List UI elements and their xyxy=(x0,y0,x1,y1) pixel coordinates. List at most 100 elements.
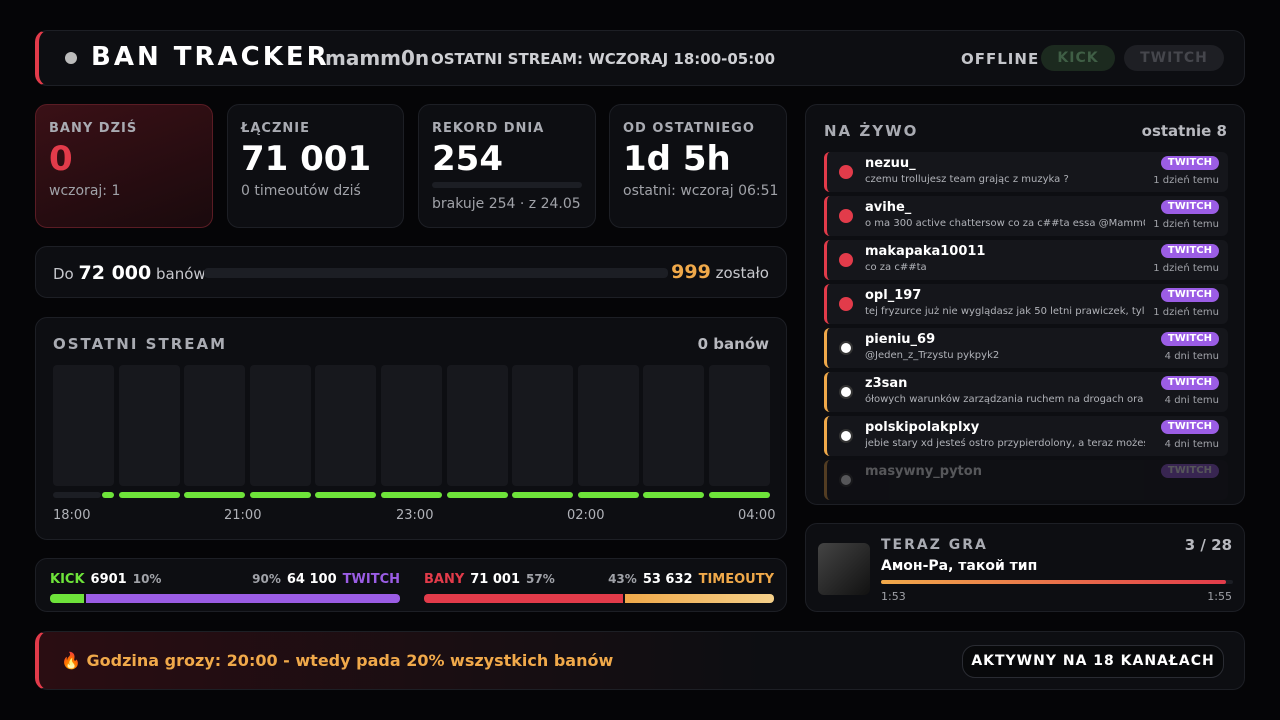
time-column xyxy=(643,365,705,486)
coverage xyxy=(118,492,180,498)
time-label: 23:00 xyxy=(396,508,434,523)
np-elapsed: 1:53 xyxy=(881,590,906,603)
time-column xyxy=(184,365,246,486)
live-title: NA ŻYWO xyxy=(824,122,919,140)
stat-value: 0 xyxy=(49,139,73,179)
split-bar xyxy=(624,594,774,603)
time-column xyxy=(512,365,574,486)
stat-card: ŁĄCZNIE 71 001 0 timeoutów dziś xyxy=(227,104,404,228)
footer-text: 🔥 Godzina grozy: 20:00 - wtedy pada 20% … xyxy=(61,651,614,670)
title: BAN TRACKER xyxy=(91,42,330,72)
split-count: 64 100 xyxy=(286,572,337,587)
feed-user: z3san xyxy=(865,376,908,391)
stat-label: ŁĄCZNIE xyxy=(241,121,310,136)
channel: mamm0n xyxy=(325,46,430,70)
feed-platform: TWITCH xyxy=(1160,244,1219,258)
feed-item[interactable]: z3san ółowych warunków zarządzania ruchem… xyxy=(824,372,1228,412)
feed-time: 1 dzień temu xyxy=(1153,263,1219,274)
feed-item[interactable]: masywny_pyton TWITCH xyxy=(824,460,1228,500)
split-bar xyxy=(86,594,400,603)
stat-value: 71 001 xyxy=(241,139,372,179)
feed-icon xyxy=(839,297,853,311)
split-bar xyxy=(424,594,623,603)
feed-platform: TWITCH xyxy=(1160,464,1219,478)
splits: KICK 6901 10% 90% 64 100 TWITCH BANY 71 001 57% 4… xyxy=(35,558,787,612)
goal-target: 72 000 xyxy=(78,262,152,284)
split-left: BANY 71 001 57% xyxy=(424,572,555,587)
split-row: KICK 6901 10% 90% 64 100 TWITCH xyxy=(50,572,400,604)
split-row: BANY 71 001 57% 43% 53 632 TIMEOUTY xyxy=(424,572,774,604)
np-position: 3 / 28 xyxy=(1184,536,1232,554)
feed-user: avihe_ xyxy=(865,200,912,215)
feed-icon xyxy=(839,341,853,355)
feed-message: @Jeden_z_Trzystu pykpyk2 xyxy=(865,350,1000,361)
split-name: TWITCH xyxy=(342,572,400,587)
time-column xyxy=(118,365,180,486)
feed-message: o ma 300 active chattersow co za c##ta e… xyxy=(865,218,1145,229)
split-left: KICK 6901 10% xyxy=(50,572,161,587)
coverage xyxy=(446,492,508,498)
split-name: BANY xyxy=(424,572,465,587)
stat-sub: wczoraj: 1 xyxy=(49,183,121,199)
goal-prefix: Do xyxy=(53,265,74,283)
feed-platform: TWITCH xyxy=(1160,288,1219,302)
feed-platform: TWITCH xyxy=(1160,376,1219,390)
record-track xyxy=(432,182,582,188)
time-label: 18:00 xyxy=(53,508,91,523)
stat-value: 1d 5h xyxy=(623,139,731,179)
stat-value: 254 xyxy=(432,139,503,179)
feed-time: 4 dni temu xyxy=(1164,395,1219,406)
stat-sub: brakuje 254 · z 24.05 xyxy=(432,196,581,212)
stat-sub: 0 timeoutów dziś xyxy=(241,183,361,199)
stat-sub: ostatni: wczoraj 06:51 xyxy=(623,183,779,199)
feed-icon xyxy=(839,209,853,223)
coverage xyxy=(643,492,705,498)
time-label: 04:00 xyxy=(738,508,776,523)
time-label: 21:00 xyxy=(224,508,262,523)
feed-platform: TWITCH xyxy=(1160,420,1219,434)
status: OFFLINE xyxy=(961,50,1040,68)
feed-item[interactable]: makapaka10011 co za c##ta TWITCH 1 dzień te… xyxy=(824,240,1228,280)
feed-user: masywny_pyton xyxy=(865,464,982,479)
feed-platform: TWITCH xyxy=(1160,332,1219,346)
feed-time: 4 dni temu xyxy=(1164,439,1219,450)
np-progress xyxy=(881,580,1226,584)
feed-time: 4 dni temu xyxy=(1164,351,1219,362)
feed-message: co za c##ta xyxy=(865,262,927,273)
goal-remaining: 999 zostało xyxy=(671,261,769,283)
twitch-pill[interactable]: TWITCH xyxy=(1124,45,1224,71)
stat-card: REKORD DNIA 254 brakuje 254 · z 24.05 xyxy=(418,104,596,228)
goal-text: Do 72 000 banów xyxy=(53,262,206,284)
live-feed: NA ŻYWO ostatnie 8 nezuu_ czemu trollujes… xyxy=(805,104,1245,505)
goal-track xyxy=(204,268,668,278)
stat-label: OD OSTATNIEGO xyxy=(623,121,755,136)
time-column xyxy=(315,365,377,486)
time-label: 02:00 xyxy=(567,508,605,523)
np-track-bar xyxy=(881,580,1233,584)
feed-item[interactable]: avihe_o ma 300 active chattersow co za c… xyxy=(824,196,1228,236)
feed-item[interactable]: opl_197 tej fryzurce już nie wyglądasz ja… xyxy=(824,284,1228,324)
time-column xyxy=(381,365,442,486)
feed-item[interactable]: pieniu_69 @Jeden_z_Trzystu pykpyk2 TWITCH 4… xyxy=(824,328,1228,368)
feed-time: 1 dzień temu xyxy=(1153,175,1219,186)
live-subtitle: ostatnie 8 xyxy=(1141,122,1227,140)
np-title: TERAZ GRA xyxy=(881,537,988,553)
feed-icon xyxy=(839,429,853,443)
time-column xyxy=(53,365,114,486)
feed-item[interactable]: polskipolakplxy jebie stary xd jesteś ost… xyxy=(824,416,1228,456)
coverage xyxy=(315,492,377,498)
channels-badge: AKTYWNY NA 18 KANAŁACH xyxy=(962,645,1224,678)
goal: Do 72 000 banów 999 zostało xyxy=(35,246,787,298)
stat-card: BANY DZIŚ 0 wczoraj: 1 xyxy=(35,104,213,228)
feed-platform: TWITCH xyxy=(1160,200,1219,214)
kick-pill[interactable]: KICK xyxy=(1041,45,1115,71)
panel-title: OSTATNI STREAM xyxy=(53,335,228,353)
feed-item[interactable]: nezuu_ czemu trollujesz team grając z muz… xyxy=(824,152,1228,192)
goal-suffix: banów xyxy=(156,265,206,283)
feed-icon xyxy=(839,473,853,487)
time-column xyxy=(249,365,311,486)
last-stream-panel: OSTATNI STREAM 0 banów 18:00 21:00 23:00 02… xyxy=(35,317,787,540)
coverage xyxy=(381,492,442,498)
feed-icon xyxy=(839,385,853,399)
